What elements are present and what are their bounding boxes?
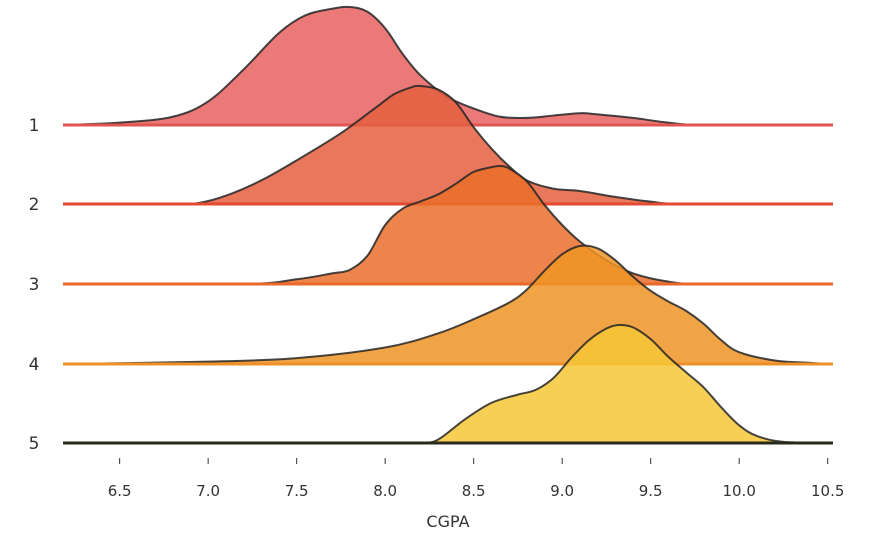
ridge-label-3: 3 bbox=[29, 275, 40, 295]
x-tick-label: 7.0 bbox=[196, 482, 220, 500]
x-tick-label: 9.0 bbox=[550, 482, 574, 500]
x-tick-label: 8.5 bbox=[462, 482, 486, 500]
ridge-area-5 bbox=[63, 324, 833, 444]
x-axis-label: CGPA bbox=[426, 512, 469, 531]
ridge-outline-2 bbox=[62, 84, 834, 206]
ridge-area-2 bbox=[63, 85, 833, 205]
ridge-outline-4 bbox=[62, 244, 834, 365]
x-tick-label: 7.5 bbox=[285, 482, 309, 500]
x-tick-label: 8.0 bbox=[373, 482, 397, 500]
x-tick-label: 10.5 bbox=[811, 482, 844, 500]
ridge-2: 2 bbox=[29, 84, 834, 215]
ridge-outline-1 bbox=[62, 5, 834, 127]
ridge-5: 5 bbox=[29, 323, 834, 454]
ridge-label-4: 4 bbox=[29, 355, 40, 375]
ridge-label-2: 2 bbox=[29, 195, 40, 215]
ridge-label-5: 5 bbox=[29, 434, 40, 454]
x-tick-label: 9.5 bbox=[639, 482, 663, 500]
x-tick-label: 10.0 bbox=[722, 482, 755, 500]
x-axis: 6.5 7.0 7.5 8.0 8.5 9.0 9.5 10.0 10.5 CGPA bbox=[108, 458, 844, 531]
ridge-area-3 bbox=[63, 165, 833, 285]
ridge-area-1 bbox=[63, 6, 833, 126]
ridge-label-1: 1 bbox=[29, 116, 40, 136]
x-tick-label: 6.5 bbox=[108, 482, 132, 500]
